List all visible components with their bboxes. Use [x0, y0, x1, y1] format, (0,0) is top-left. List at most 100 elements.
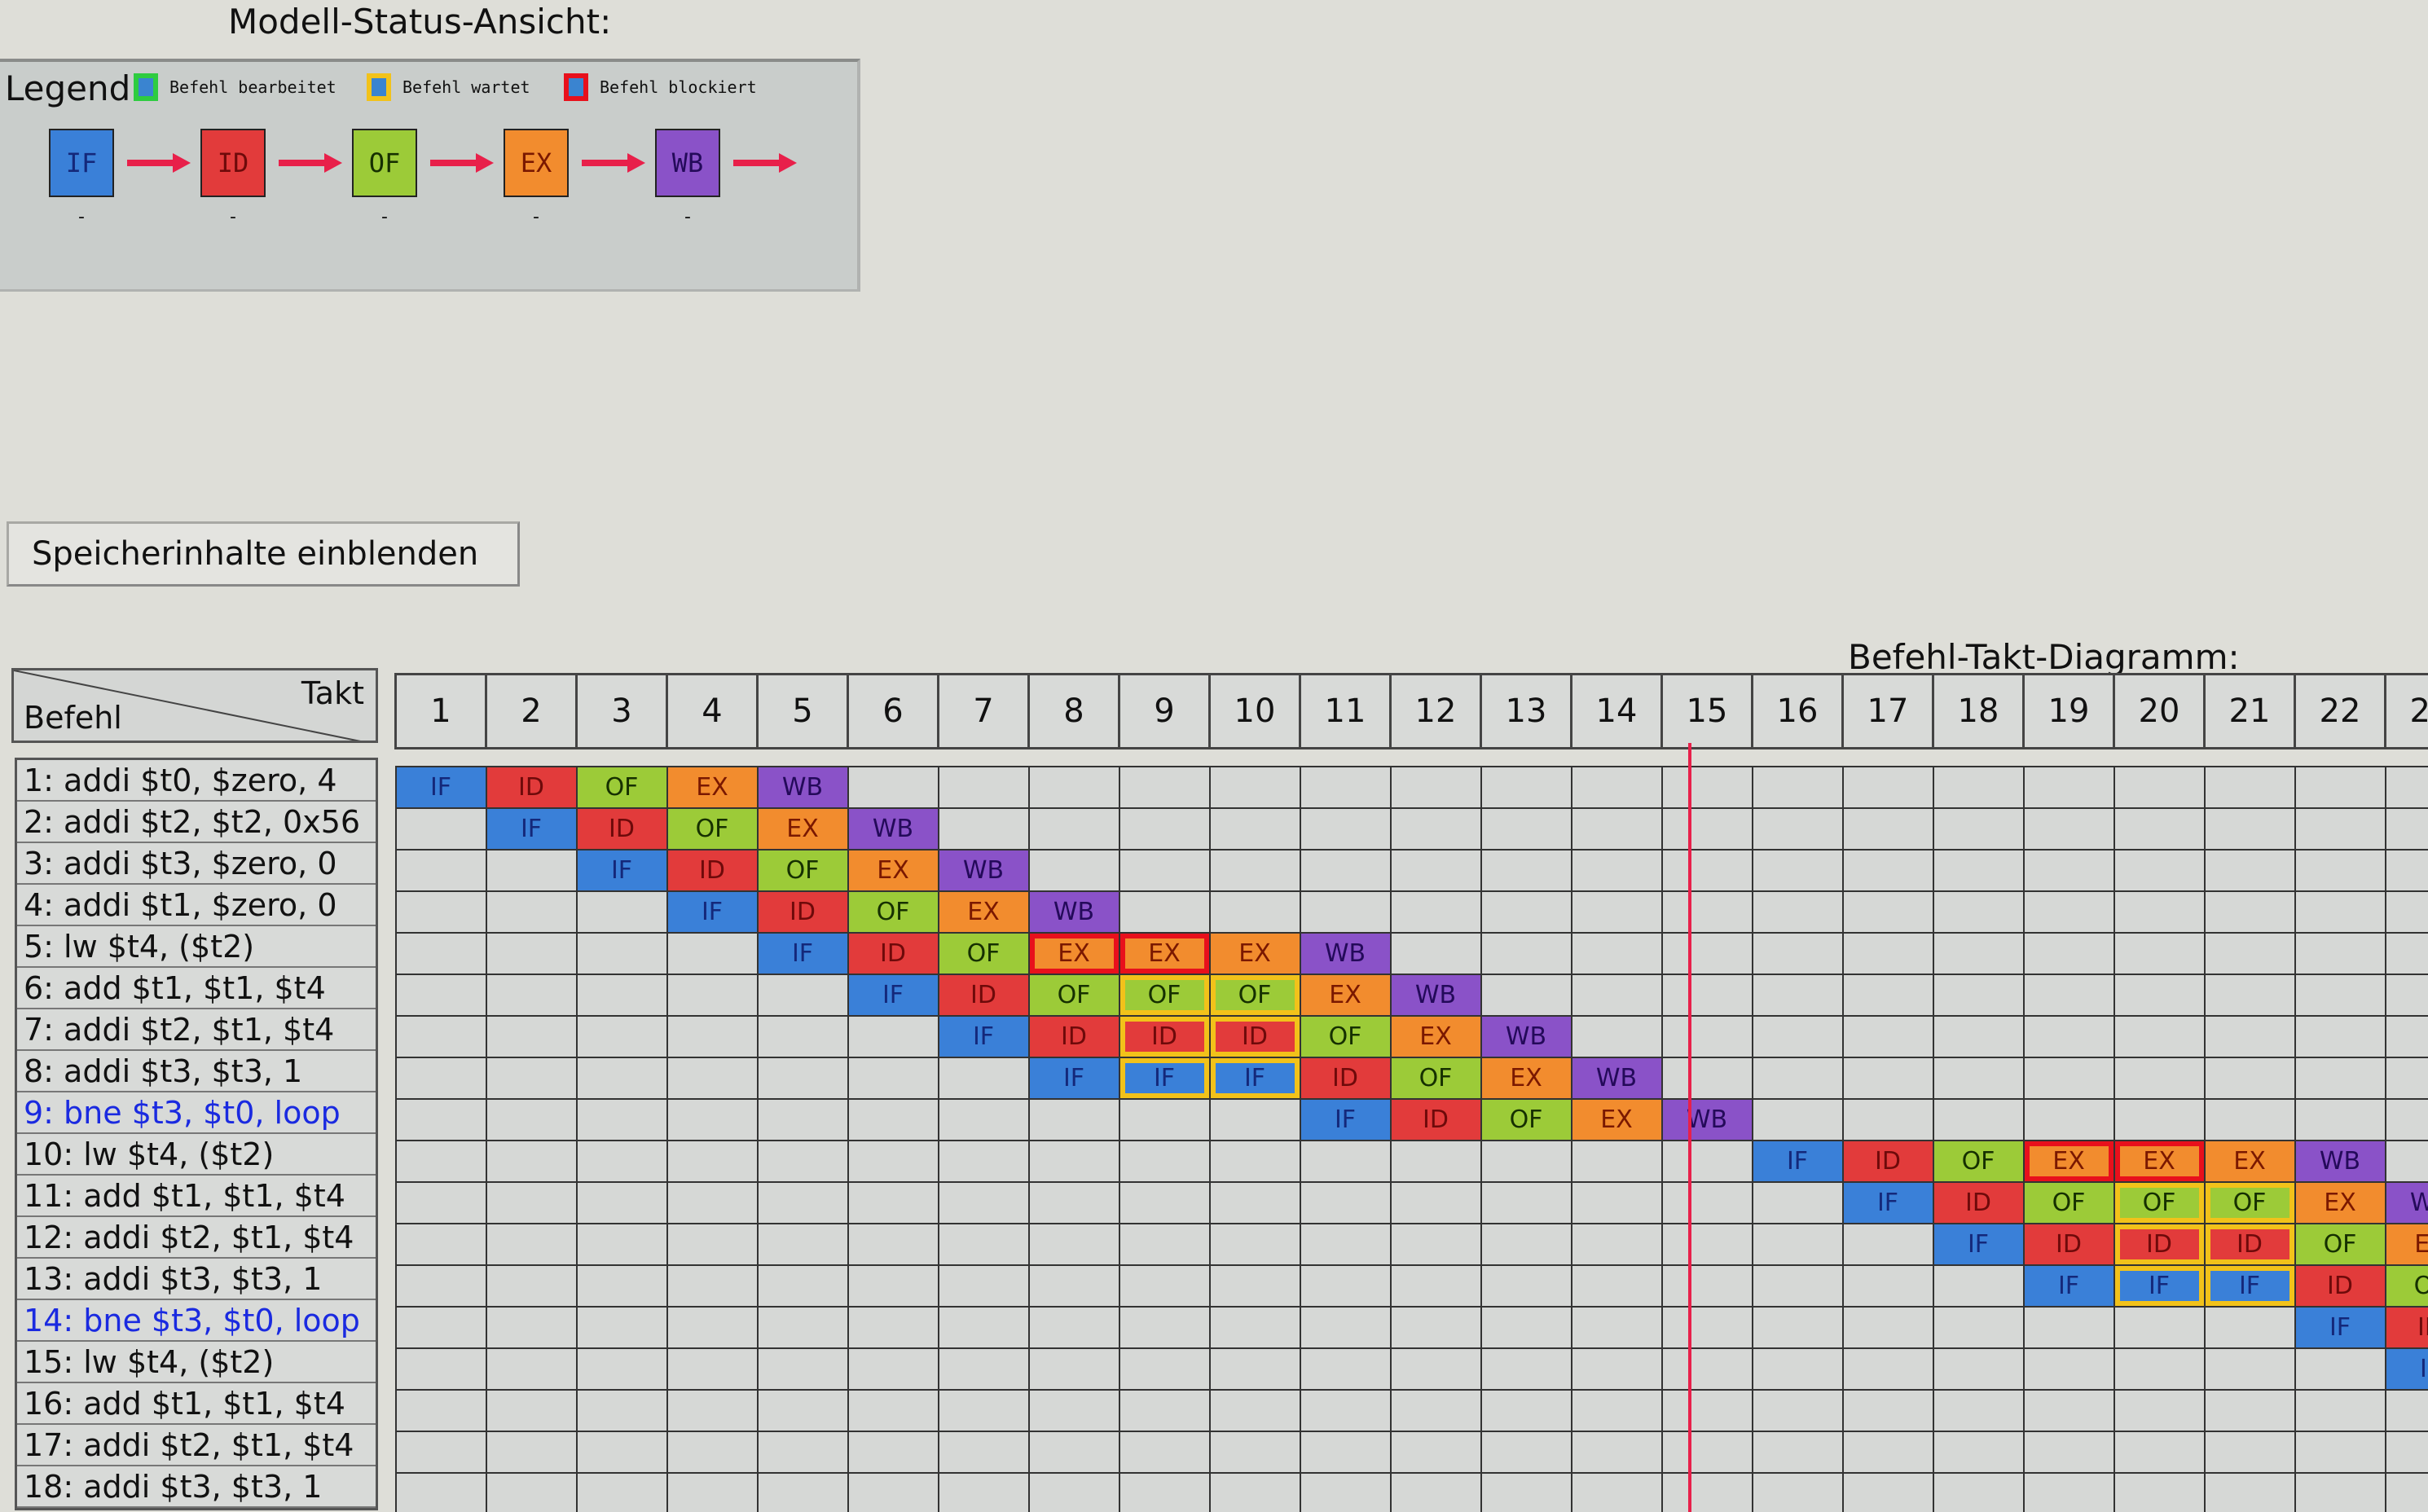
- empty-cell: [1027, 849, 1120, 892]
- empty-cell: [2294, 1431, 2386, 1474]
- empty-cell: [1660, 1181, 1753, 1224]
- empty-cell: [1208, 807, 1301, 850]
- empty-cell: [756, 1057, 849, 1100]
- empty-cell: [1751, 807, 1844, 850]
- empty-cell: [1751, 766, 1844, 809]
- empty-cell: [1660, 1140, 1753, 1183]
- stage-cell-wb: WB: [1389, 974, 1482, 1017]
- stage-cell-wb: WB: [1570, 1057, 1663, 1100]
- empty-cell: [756, 1347, 849, 1391]
- stage-cell-id: ID: [2022, 1223, 2115, 1266]
- stage-cell-of: OF: [1299, 1015, 1392, 1058]
- stage-cell-ex: EX: [2294, 1181, 2386, 1224]
- stage-cell-if: IF: [2203, 1264, 2296, 1308]
- stage-cell-wb: WB: [1299, 932, 1392, 975]
- empty-cell: [394, 1181, 487, 1224]
- empty-cell: [1389, 1472, 1482, 1512]
- empty-cell: [1570, 890, 1663, 934]
- empty-cell: [847, 1140, 939, 1183]
- takt-header: 13: [1480, 673, 1572, 749]
- takt-header: 18: [1932, 673, 2025, 749]
- empty-cell: [2294, 1057, 2386, 1100]
- empty-cell: [1841, 766, 1934, 809]
- empty-cell: [1027, 1140, 1120, 1183]
- empty-cell: [1751, 1098, 1844, 1141]
- stage-cell-of: OF: [1208, 974, 1301, 1017]
- empty-cell: [575, 974, 668, 1017]
- empty-cell: [2294, 807, 2386, 850]
- empty-cell: [2203, 766, 2296, 809]
- stage-cell-id: ID: [847, 932, 939, 975]
- stage-cell-ex: EX: [1570, 1098, 1663, 1141]
- empty-cell: [1932, 1098, 2025, 1141]
- takt-header: 1: [394, 673, 487, 749]
- stage-cell-if: IF: [1299, 1098, 1392, 1141]
- empty-cell: [1480, 974, 1572, 1017]
- empty-cell: [1751, 849, 1844, 892]
- waiting-swatch-icon: [367, 73, 391, 101]
- stage-cell-of: OF: [666, 807, 759, 850]
- empty-cell: [575, 1057, 668, 1100]
- empty-cell: [1208, 1389, 1301, 1432]
- empty-cell: [1389, 1140, 1482, 1183]
- empty-cell: [1480, 1472, 1572, 1512]
- empty-cell: [1118, 1223, 1211, 1266]
- empty-cell: [1299, 807, 1392, 850]
- empty-cell: [575, 1264, 668, 1308]
- empty-cell: [2294, 974, 2386, 1017]
- empty-cell: [1299, 1472, 1392, 1512]
- empty-cell: [2384, 1472, 2428, 1512]
- empty-cell: [1208, 1347, 1301, 1391]
- empty-cell: [666, 1181, 759, 1224]
- empty-cell: [2384, 932, 2428, 975]
- empty-cell: [1932, 1389, 2025, 1432]
- empty-cell: [2113, 766, 2206, 809]
- instruction-list: 1: addi $t0, $zero, 4 2: addi $t2, $t2, 0…: [15, 758, 378, 1510]
- empty-cell: [575, 1181, 668, 1224]
- stage-wb-box: WB: [655, 129, 720, 197]
- instruction-row: IF ID OF EX WB: [394, 849, 2428, 892]
- empty-cell: [485, 1431, 578, 1474]
- stage-cell-id: ID: [1389, 1098, 1482, 1141]
- instruction-row: [394, 1472, 2428, 1512]
- empty-cell: [1841, 1057, 1934, 1100]
- empty-cell: [1932, 890, 2025, 934]
- empty-cell: [1299, 1223, 1392, 1266]
- empty-cell: [2384, 1140, 2428, 1183]
- instruction-row: IF IF IF ID OF EX WB: [394, 1057, 2428, 1100]
- empty-cell: [2113, 1389, 2206, 1432]
- empty-cell: [937, 1098, 1030, 1141]
- stage-cell-id: ID: [1299, 1057, 1392, 1100]
- empty-cell: [1570, 1431, 1663, 1474]
- empty-cell: [1208, 1431, 1301, 1474]
- empty-cell: [756, 1098, 849, 1141]
- empty-cell: [1389, 1347, 1482, 1391]
- empty-cell: [937, 1389, 1030, 1432]
- empty-cell: [1570, 766, 1663, 809]
- empty-cell: [1932, 1472, 2025, 1512]
- empty-cell: [1751, 1223, 1844, 1266]
- instruction-label: 9: bne $t3, $t0, loop: [17, 1092, 376, 1134]
- empty-cell: [1480, 1306, 1572, 1349]
- empty-cell: [2022, 932, 2115, 975]
- empty-cell: [2384, 849, 2428, 892]
- empty-cell: [1299, 890, 1392, 934]
- legend-item-processing: Befehl bearbeitet: [134, 73, 336, 101]
- stage-cell-id: ID: [2113, 1223, 2206, 1266]
- empty-cell: [1299, 1181, 1392, 1224]
- empty-cell: [1389, 849, 1482, 892]
- empty-cell: [1751, 1389, 1844, 1432]
- show-memory-contents-button[interactable]: Speicherinhalte einblenden: [7, 521, 520, 587]
- empty-cell: [666, 974, 759, 1017]
- empty-cell: [1389, 1264, 1482, 1308]
- empty-cell: [847, 1057, 939, 1100]
- stage-cell-if: IF: [756, 932, 849, 975]
- empty-cell: [2203, 1057, 2296, 1100]
- empty-cell: [1841, 1015, 1934, 1058]
- instruction-label: 17: addi $t2, $t1, $t4: [17, 1425, 376, 1466]
- stage-cell-if: IF: [485, 807, 578, 850]
- empty-cell: [1299, 1431, 1392, 1474]
- instruction-row: [394, 1431, 2428, 1474]
- empty-cell: [1208, 1098, 1301, 1141]
